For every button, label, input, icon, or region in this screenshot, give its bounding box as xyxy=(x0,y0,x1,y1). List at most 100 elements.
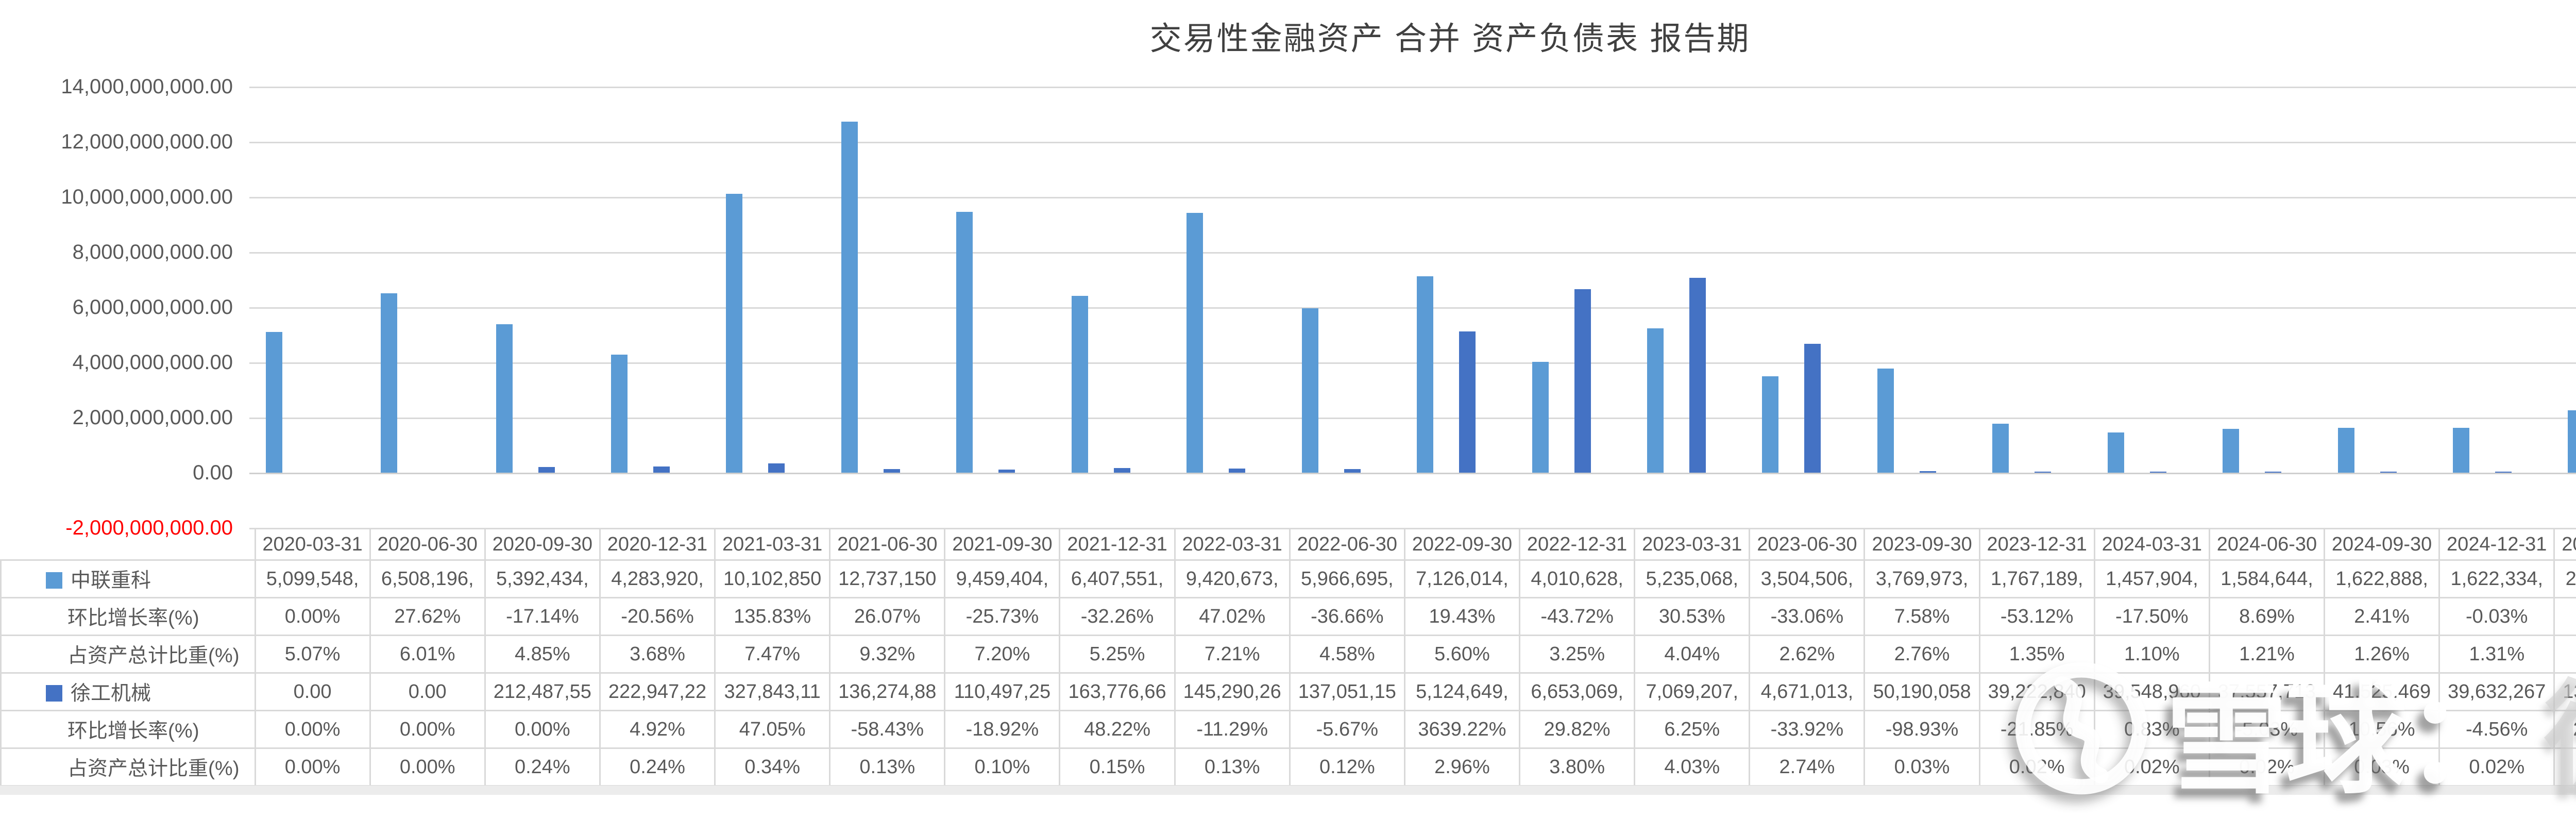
legend-swatch-icon xyxy=(46,572,62,589)
bar-徐工机械-2022-09-30 xyxy=(1459,331,1476,473)
bar-中联重科-2024-06-30 xyxy=(2223,429,2239,473)
y-axis-tick-label: 10,000,000,000.00 xyxy=(0,184,233,210)
x-axis-baseline xyxy=(249,473,2576,474)
table-cell: 3639.22% xyxy=(1404,711,1519,748)
table-cell: 4.92% xyxy=(600,711,715,748)
table-cell: 0.13% xyxy=(1175,748,1290,786)
bar-中联重科-2022-06-30 xyxy=(1302,308,1318,473)
table-cell: 1.35% xyxy=(1979,636,2094,673)
bar-徐工机械-2023-06-30 xyxy=(1804,344,1821,473)
table-header-date: 2021-09-30 xyxy=(945,529,1060,560)
table-cell: 6,407,551, xyxy=(1060,560,1175,598)
row-label-环比增长率(%): 环比增长率(%) xyxy=(1,598,256,636)
table-cell: 110,497,25 xyxy=(945,673,1060,711)
table-header-date: 2020-09-30 xyxy=(485,529,600,560)
table-header-date: 2024-12-31 xyxy=(2439,529,2554,560)
table-cell: 7.58% xyxy=(1865,598,1979,636)
table-header-date: 2024-09-30 xyxy=(2325,529,2439,560)
table-cell: 3.25% xyxy=(1520,636,1635,673)
table-cell: 7.47% xyxy=(715,636,830,673)
bar-徐工机械-2024-06-30 xyxy=(2265,472,2281,473)
bar-徐工机械-2024-03-31 xyxy=(2150,472,2166,473)
table-cell: 0.00% xyxy=(370,711,485,748)
table-cell: 0.00% xyxy=(255,598,370,636)
bar-中联重科-2022-09-30 xyxy=(1417,276,1433,473)
bar-徐工机械-2024-09-30 xyxy=(2380,472,2397,473)
table-header-date: 2025-03-31 xyxy=(2554,529,2576,560)
table-cell: 0.00% xyxy=(255,711,370,748)
table-cell: 5,124,649, xyxy=(1404,673,1519,711)
table-cell: -5.67% xyxy=(1290,711,1404,748)
table-cell: 4,283,920, xyxy=(600,560,715,598)
row-label-text: 徐工机械 xyxy=(71,682,151,705)
table-cell: 3.68% xyxy=(600,636,715,673)
bar-chart-plot-area xyxy=(252,87,2576,528)
row-label-text: 中联重科 xyxy=(71,570,151,592)
bar-中联重科-2021-12-31 xyxy=(1072,296,1088,473)
table-cell: -36.66% xyxy=(1290,598,1404,636)
table-cell: 139,818,39 xyxy=(2554,673,2576,711)
table-cell: -17.50% xyxy=(2094,598,2209,636)
table-cell: 5,392,434, xyxy=(485,560,600,598)
bar-中联重科-2024-03-31 xyxy=(2108,432,2124,473)
table-header-date: 2021-03-31 xyxy=(715,529,830,560)
table-cell: 327,843,11 xyxy=(715,673,830,711)
bar-中联重科-2023-06-30 xyxy=(1762,376,1778,473)
bar-中联重科-2025-03-31 xyxy=(2568,410,2576,473)
bar-徐工机械-2022-03-31 xyxy=(1229,469,1245,473)
bar-中联重科-2020-06-30 xyxy=(381,293,397,473)
bar-徐工机械-2020-12-31 xyxy=(653,466,670,473)
table-cell: 4.04% xyxy=(1635,636,1750,673)
table-cell: 1.26% xyxy=(2325,636,2439,673)
bar-中联重科-2022-12-31 xyxy=(1532,362,1549,473)
y-axis-tick-label: 4,000,000,000.00 xyxy=(0,349,233,376)
bar-中联重科-2021-09-30 xyxy=(956,212,973,473)
bottom-strip xyxy=(0,786,2576,795)
table-cell: 1.21% xyxy=(2209,636,2324,673)
table-cell: 0.02% xyxy=(2209,748,2324,786)
table-cell: 0.10% xyxy=(945,748,1060,786)
table-cell: 39,632,267 xyxy=(2439,673,2554,711)
table-cell: -98.93% xyxy=(1865,711,1979,748)
table-cell: 163,776,66 xyxy=(1060,673,1175,711)
table-cell: 48.22% xyxy=(1060,711,1175,748)
bar-中联重科-2024-09-30 xyxy=(2338,428,2354,473)
table-cell: 0.00% xyxy=(370,748,485,786)
table-cell: 0.02% xyxy=(2439,748,2554,786)
table-cell: 6.01% xyxy=(370,636,485,673)
table-cell: 41,525,469 xyxy=(2325,673,2439,711)
page-title: 交易性金融资产 合并 资产负债表 报告期 xyxy=(0,12,2576,59)
table-cell: 0.34% xyxy=(715,748,830,786)
row-label-环比增长率(%): 环比增长率(%) xyxy=(1,711,256,748)
bar-徐工机械-2021-03-31 xyxy=(768,463,785,473)
bar-中联重科-2023-09-30 xyxy=(1877,369,1894,473)
table-cell: 1.10% xyxy=(2094,636,2209,673)
bar-中联重科-2021-03-31 xyxy=(726,194,742,473)
bar-徐工机械-2020-09-30 xyxy=(538,467,555,473)
bar-中联重科-2020-03-31 xyxy=(266,332,282,473)
table-cell: 30.53% xyxy=(1635,598,1750,636)
table-cell: -43.72% xyxy=(1520,598,1635,636)
table-cell: 1,457,904, xyxy=(2094,560,2209,598)
bar-徐工机械-2021-09-30 xyxy=(998,470,1015,473)
table-cell: 7,126,014, xyxy=(1404,560,1519,598)
table-cell: -33.06% xyxy=(1750,598,1865,636)
table-header-date: 2024-06-30 xyxy=(2209,529,2324,560)
table-header-date: 2022-06-30 xyxy=(1290,529,1404,560)
table-cell: 3.80% xyxy=(1520,748,1635,786)
table-cell: 145,290,26 xyxy=(1175,673,1290,711)
table-cell: 6,653,069, xyxy=(1520,673,1635,711)
table-cell: 6.25% xyxy=(1635,711,1750,748)
table-cell: 4.58% xyxy=(1290,636,1404,673)
table-cell: 19.43% xyxy=(1404,598,1519,636)
table-header-date: 2022-12-31 xyxy=(1520,529,1635,560)
table-cell: 2.62% xyxy=(1750,636,1865,673)
table-cell: 0.08% xyxy=(2554,748,2576,786)
bar-中联重科-2022-03-31 xyxy=(1187,213,1203,473)
bar-徐工机械-2022-06-30 xyxy=(1344,469,1361,473)
gridline xyxy=(249,142,2576,143)
table-cell: 1,622,334, xyxy=(2439,560,2554,598)
bar-徐工机械-2024-12-31 xyxy=(2495,472,2512,473)
